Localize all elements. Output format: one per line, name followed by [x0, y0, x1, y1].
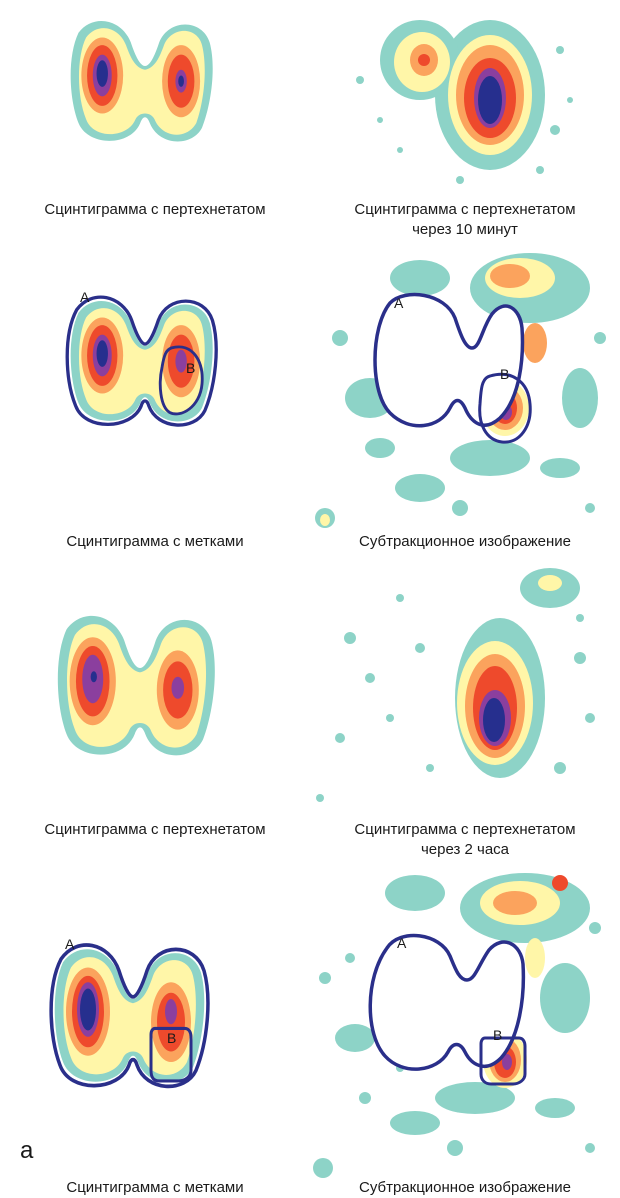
figure-label: а — [20, 1137, 34, 1164]
scintigram-with-marks-1: A B — [60, 285, 240, 445]
roi-label-b-2: B — [167, 1030, 176, 1046]
scintigram-pertechnetate-10min — [340, 10, 580, 190]
caption-row3-left: Сцинтиграмма с пертехнетатом — [44, 821, 266, 838]
subtraction-image-1: A B — [310, 248, 610, 538]
roi-label-a-2: A — [65, 936, 75, 952]
subtraction-image-2: A B — [305, 868, 610, 1178]
scintigram-pertechnetate-2h — [310, 558, 610, 808]
roi-label-a-subtraction: A — [394, 295, 404, 311]
scintigram-with-marks-2: A B — [45, 935, 225, 1105]
roi-label-a: A — [80, 289, 90, 305]
caption-row2-left: Сцинтиграмма с метками — [66, 533, 244, 550]
caption-row1-right: Сцинтиграмма с пертехнетатом через 10 ми… — [354, 201, 576, 238]
caption-row2-right: Субтракционное изображение — [358, 533, 572, 550]
caption-row4-left: Сцинтиграмма с метками — [66, 1179, 244, 1196]
scintigram-pertechnetate-1 — [60, 10, 230, 160]
roi-label-b: B — [186, 360, 195, 376]
roi-label-a-subtraction-2: A — [397, 935, 407, 951]
roi-label-b-subtraction-2: B — [493, 1027, 502, 1043]
roi-label-b-subtraction: B — [500, 366, 509, 382]
caption-row3-right: Сцинтиграмма с пертехнетатом через 2 час… — [354, 821, 576, 858]
caption-row4-right: Субтракционное изображение — [358, 1179, 572, 1196]
caption-row1-left: Сцинтиграмма с пертехнетатом — [44, 201, 266, 218]
scintigram-pertechnetate-2 — [50, 605, 230, 775]
